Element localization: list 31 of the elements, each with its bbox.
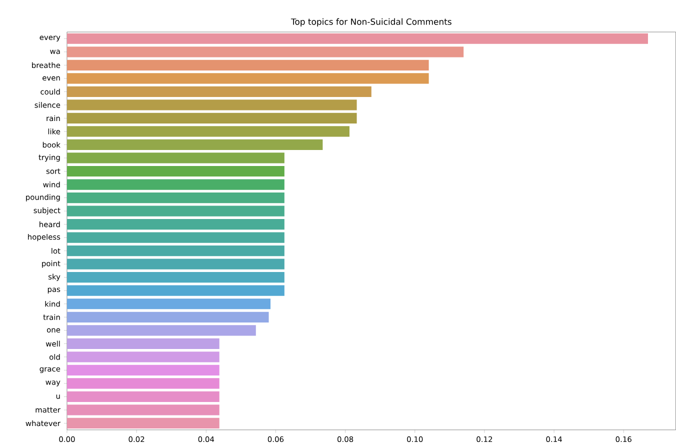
bar (66, 166, 284, 177)
chart-title: Top topics for Non-Suicidal Comments (290, 18, 452, 27)
bar (66, 418, 220, 429)
bar (66, 126, 350, 137)
bar (66, 100, 357, 110)
bar (66, 246, 284, 256)
bar (66, 232, 284, 243)
bar (66, 139, 323, 150)
bar (66, 338, 220, 350)
bar (66, 404, 220, 416)
bar (66, 206, 284, 216)
bar (66, 272, 284, 283)
bar (66, 364, 220, 376)
bar (66, 33, 648, 44)
bar (66, 73, 429, 84)
bar (66, 86, 372, 98)
bar (66, 152, 284, 164)
bar (66, 179, 284, 190)
bar (66, 378, 220, 389)
bar (66, 258, 284, 270)
bar (66, 60, 429, 71)
bar (66, 46, 464, 58)
bar (66, 285, 284, 296)
bar (66, 298, 271, 310)
bar (66, 112, 357, 124)
bar (66, 325, 256, 336)
bar (66, 219, 284, 230)
bar (66, 391, 220, 402)
bar (66, 192, 284, 204)
bar (66, 352, 220, 362)
bar (66, 312, 269, 323)
